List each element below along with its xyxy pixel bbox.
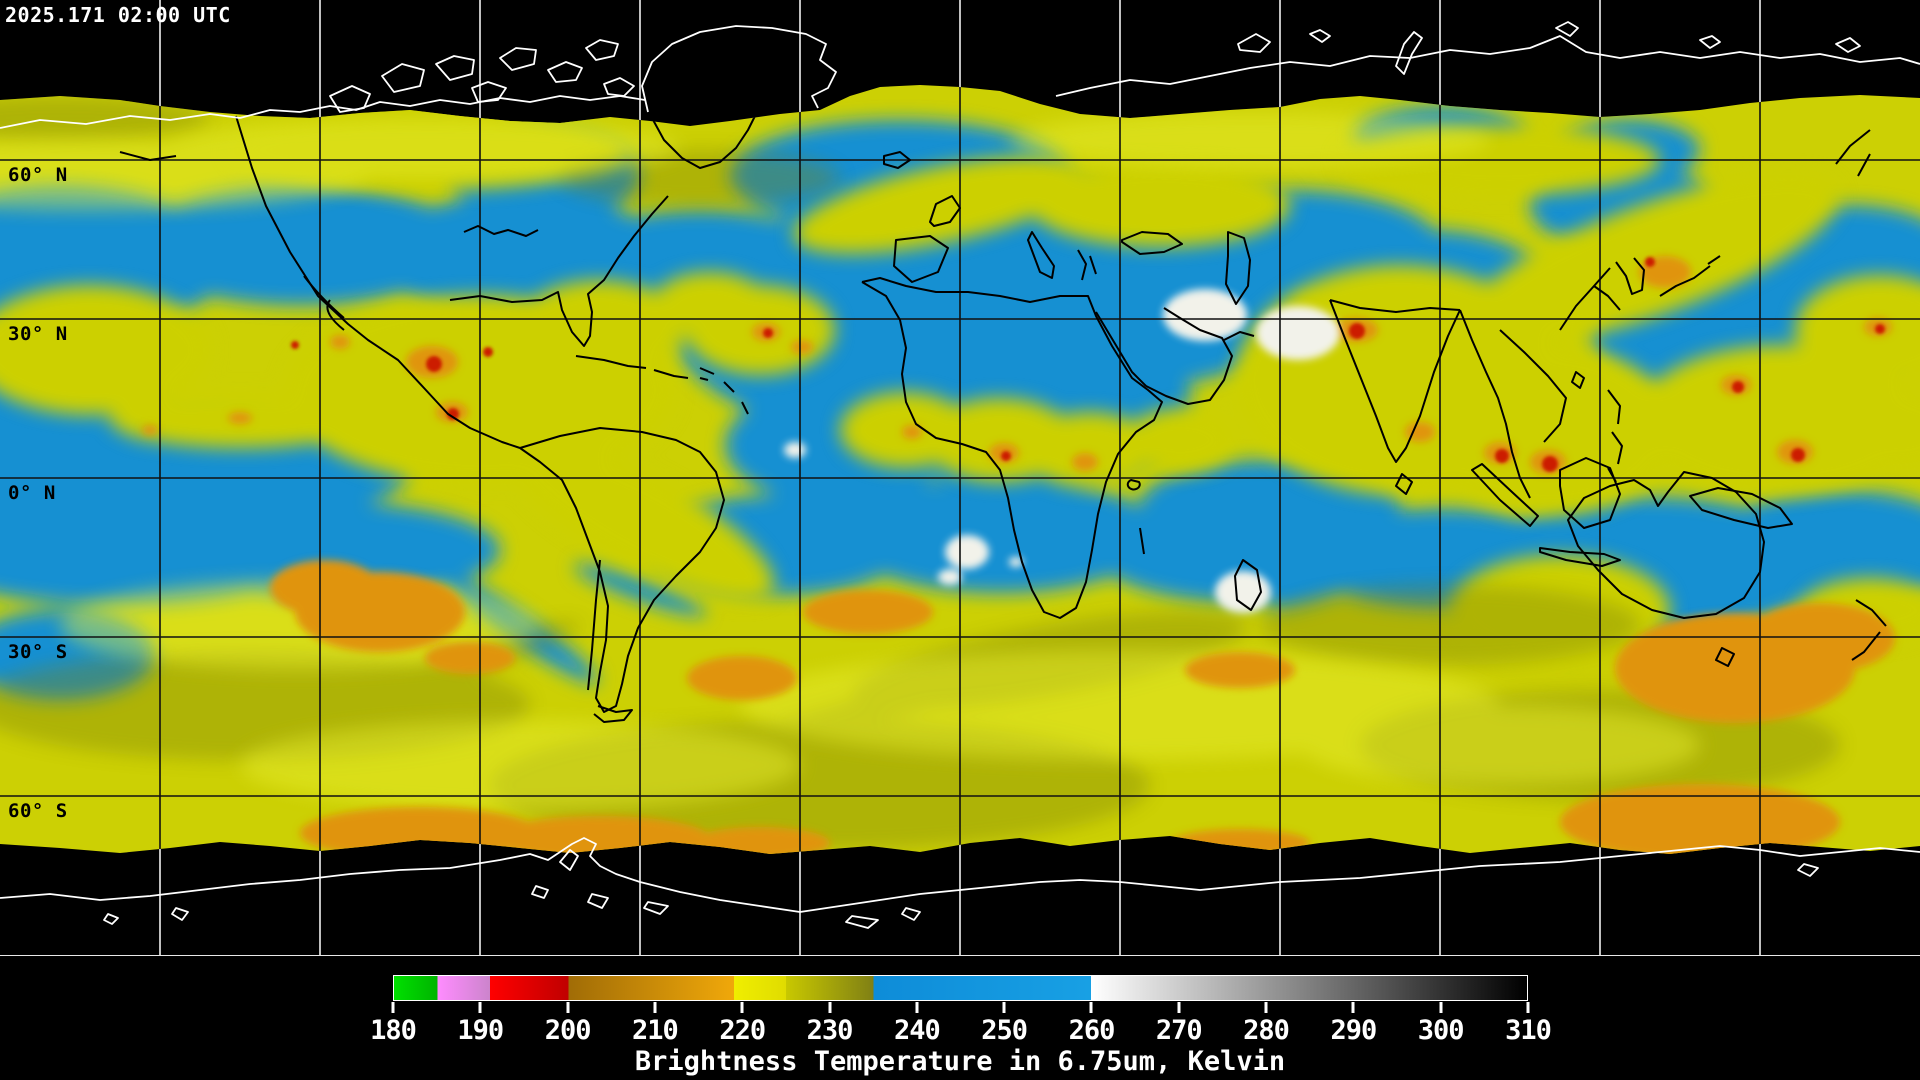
colorbar-tick-label: 280 bbox=[1243, 1015, 1290, 1046]
colorbar-tick bbox=[1089, 1002, 1093, 1013]
colorbar-tick-label: 220 bbox=[719, 1015, 766, 1046]
colorbar-tick bbox=[653, 1002, 657, 1013]
colorbar-tick bbox=[391, 1002, 395, 1013]
colorbar-tick-label: 270 bbox=[1155, 1015, 1203, 1046]
map-frame-line bbox=[0, 955, 1920, 956]
water-vapor-map bbox=[0, 0, 1920, 957]
graticule-black bbox=[0, 85, 1920, 854]
colorbar-tick-label: 310 bbox=[1505, 1015, 1552, 1046]
colorbar-tick bbox=[1351, 1002, 1355, 1013]
colorbar-tick bbox=[828, 1002, 832, 1013]
colorbar: 180 190 200 210 220 230 240 250 260 270 280 290 300 3… bbox=[370, 975, 1552, 1046]
antarctica-coastlines bbox=[0, 837, 1920, 929]
colorbar-tick bbox=[1526, 1002, 1530, 1013]
colorbar-tick-label: 300 bbox=[1417, 1015, 1465, 1046]
colorbar-tick-label: 250 bbox=[981, 1015, 1028, 1046]
colorbar-tick-label: 200 bbox=[544, 1015, 592, 1046]
colorbar-tick bbox=[1002, 1002, 1006, 1013]
colorbar-tick-label: 260 bbox=[1068, 1015, 1116, 1046]
colorbar-title: Brightness Temperature in 6.75um, Kelvin bbox=[634, 1046, 1286, 1077]
data-field bbox=[0, 85, 1920, 854]
latitude-label-0n: 0° N bbox=[8, 482, 56, 504]
colorbar-tick bbox=[1264, 1002, 1268, 1013]
colorbar-tick-label: 230 bbox=[806, 1015, 854, 1046]
colorbar-gradient bbox=[393, 975, 1528, 1001]
colorbar-tick-label: 180 bbox=[370, 1015, 417, 1046]
colorbar-tick bbox=[478, 1002, 482, 1013]
colorbar-tick-label: 240 bbox=[893, 1015, 941, 1046]
latitude-label-60n: 60° N bbox=[8, 164, 68, 186]
colorbar-tick-label: 290 bbox=[1330, 1015, 1377, 1046]
colorbar-tick-label: 210 bbox=[632, 1015, 679, 1046]
colorbar-tick-label: 190 bbox=[457, 1015, 504, 1046]
colorbar-ticks: 180 190 200 210 220 230 240 250 260 270 280 290 300 3… bbox=[370, 1001, 1552, 1061]
colorbar-tick bbox=[740, 1002, 744, 1013]
arctic-coastlines bbox=[0, 21, 1920, 129]
timestamp-label: 2025.171 02:00 UTC bbox=[5, 3, 231, 27]
colorbar-tick bbox=[915, 1002, 919, 1013]
latitude-label-30s: 30° S bbox=[8, 641, 68, 663]
colorbar-tick bbox=[566, 1002, 570, 1013]
colorbar-tick bbox=[1439, 1002, 1443, 1013]
continent-outlines bbox=[119, 113, 1887, 723]
latitude-label-30n: 30° N bbox=[8, 323, 68, 345]
colorbar-tick bbox=[1177, 1002, 1181, 1013]
latitude-label-60s: 60° S bbox=[8, 800, 68, 822]
